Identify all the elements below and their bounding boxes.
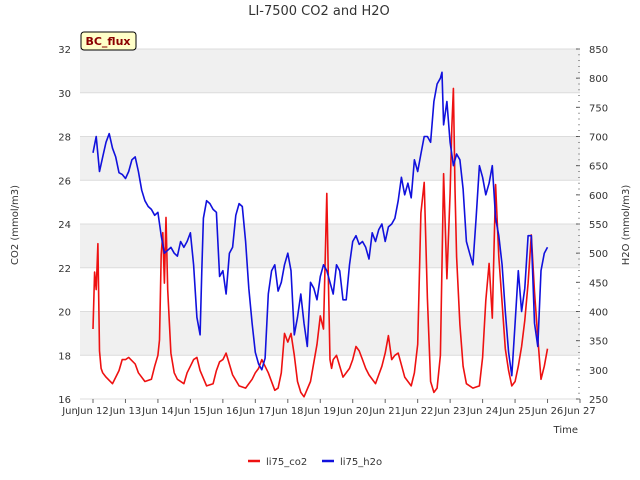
y-right-tick-label: 400 [589,308,608,319]
y-right-tick-label: 450 [589,278,608,289]
x-tick-label: Jun 21 [368,406,401,417]
x-tick-label: Jun 24 [466,406,499,417]
legend-label-li75_h2o: li75_h2o [340,457,382,468]
plot-band [80,267,580,312]
series-line-li75_co2 [92,87,549,398]
y-axis-left: 16 18 20 22 24 26 28 30 32 [58,45,71,406]
y-axis-right: 250 300 350 400 450 500 550 600 650 700 750 800 850 [576,45,608,406]
x-tick-label: Jun 13 [109,406,142,417]
x-tick-label: Jun 17 [239,406,272,417]
y-axis-left-label: CO2 (mmol/m3) [10,185,21,265]
y-right-tick-label: 500 [589,249,608,260]
y-right-tick-label: 750 [589,103,608,114]
y-left-tick-label: 18 [58,351,71,362]
plot-bands [80,49,580,399]
plot-band [80,92,580,137]
plot-band [80,180,580,224]
y-left-tick-label: 24 [58,220,71,231]
x-tick-label: Jun 23 [433,406,466,417]
badge-label: BC_flux [85,35,130,48]
y-left-tick-label: 20 [58,308,71,319]
x-tick-label: Jun 22 [401,406,434,417]
y-right-tick-label: 700 [589,133,608,144]
x-tick-label: Jun 25 [498,406,531,417]
plot-band [80,136,580,181]
plot-band [80,224,580,268]
series-line-li75_h2o [92,71,549,377]
legend: li75_co2 li75_h2o [248,457,382,468]
y-right-tick-label: 250 [589,395,608,406]
badge-box [80,31,137,51]
y-right-tick-label: 350 [589,337,608,348]
y-right-tick-label: 850 [589,45,608,56]
series-lines [92,71,549,398]
x-tick-label: Jun 12 [76,406,109,417]
y-right-tick-label: 800 [589,74,608,85]
y-right-tick-label: 550 [589,220,608,231]
x-tick-label: Jun 16 [206,406,239,417]
x-tick-label: Jun 26 [531,406,564,417]
y-left-tick-label: 30 [58,89,71,100]
y-left-tick-label: 28 [58,133,71,144]
x-tick-label: Jun 14 [141,406,174,417]
x-tick-label-start: Jun [61,406,78,417]
x-tick-label: Jun 15 [174,406,207,417]
chart-title: LI-7500 CO2 and H2O [248,4,390,19]
plot-band [80,49,580,93]
x-tick-label: Jun 18 [271,406,304,417]
y-left-tick-label: 16 [58,395,71,406]
y-right-tick-label: 600 [589,191,608,202]
y-right-tick-label: 650 [589,162,608,173]
legend-label-li75_co2: li75_co2 [266,457,307,468]
x-tick-label: Jun 19 [303,406,336,417]
x-axis-label: Time [553,425,578,436]
x-tick-label: Jun 20 [336,406,369,417]
y-left-tick-label: 26 [58,176,71,187]
y-right-tick-label: 300 [589,366,608,377]
y-axis-right-label: H2O (mmol/m3) [621,185,632,266]
y-left-tick-label: 22 [58,264,71,275]
y-left-tick-label: 32 [58,45,71,56]
x-tick-label: Jun 27 [563,406,596,417]
badge: BC_flux [80,31,137,51]
x-axis: Jun 12 Jun 13 Jun 14 Jun 15 Jun 16 Jun 17 Jun … [61,399,596,417]
